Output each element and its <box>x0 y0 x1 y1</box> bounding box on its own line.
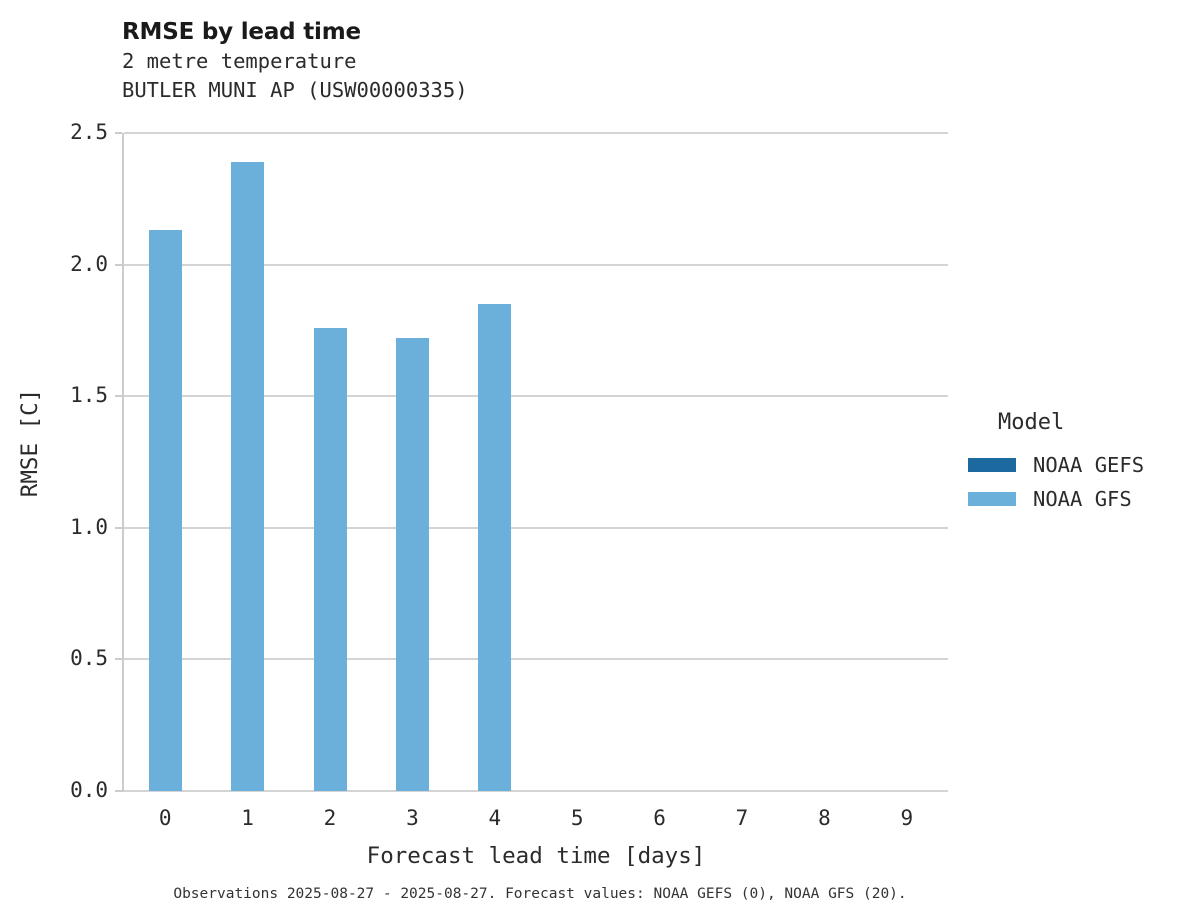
bar <box>395 338 429 791</box>
x-axis-tick-label: 4 <box>488 806 502 830</box>
gridline <box>124 790 948 792</box>
bar <box>231 161 265 791</box>
x-axis-label: Forecast lead time [days] <box>366 843 706 869</box>
x-axis-tick-label: 0 <box>158 806 172 830</box>
y-axis-tick-mark <box>115 132 122 134</box>
x-axis-tick-label: 8 <box>818 806 831 830</box>
legend-entry-label: NOAA GEFS <box>1033 453 1145 477</box>
legend-entry[interactable]: NOAA GEFS <box>968 448 1180 482</box>
x-axis-tick-label: 2 <box>323 806 337 830</box>
gridline <box>124 526 948 529</box>
legend-title: Model <box>998 410 1065 435</box>
gridline <box>124 658 948 661</box>
y-axis-tick-mark <box>115 526 122 529</box>
chart-header: RMSE by lead time 2 metre temperature BU… <box>122 18 942 104</box>
y-axis-tick-label: 2.5 <box>70 120 108 144</box>
x-axis-tick-label: 7 <box>735 806 749 830</box>
y-axis-label: RMSE [C] <box>17 388 43 498</box>
y-axis-tick-mark <box>115 790 122 792</box>
legend-color-swatch <box>968 458 1016 472</box>
y-axis-spine <box>122 133 124 792</box>
legend-entries: NOAA GEFS NOAA GFS <box>968 448 1180 516</box>
legend: Model NOAA GEFS NOAA GFS <box>968 410 1180 516</box>
x-axis-tick-label: 6 <box>653 806 666 830</box>
y-axis-tick-label: 1.0 <box>70 514 108 539</box>
legend-entry[interactable]: NOAA GFS <box>968 482 1180 516</box>
legend-entry-label: NOAA GFS <box>1033 487 1132 511</box>
chart-footnote: Observations 2025-08-27 - 2025-08-27. Fo… <box>173 886 907 902</box>
gridline <box>124 263 948 266</box>
bar <box>148 230 182 791</box>
bar <box>313 327 347 791</box>
y-axis-tick-label: 0.0 <box>70 778 108 802</box>
page-title: RMSE by lead time <box>122 19 361 45</box>
plot-area <box>124 132 948 792</box>
legend-color-swatch <box>968 492 1016 506</box>
chart-subtitle-variable: 2 metre temperature <box>122 49 357 73</box>
y-axis-tick-labels: 0.0 0.5 1.0 1.5 2.0 2.5 <box>0 0 122 924</box>
y-axis-tick-label: 2.0 <box>70 251 108 276</box>
x-axis-tick-label: 9 <box>900 806 914 830</box>
x-axis-tick-label: 3 <box>406 806 419 830</box>
x-axis-tick-label: 5 <box>570 806 584 830</box>
y-axis-tick-mark <box>115 658 122 661</box>
chart-subtitle-station: BUTLER MUNI AP (USW00000335) <box>122 77 468 102</box>
y-axis-tick-mark <box>115 395 122 398</box>
bar <box>478 304 512 791</box>
y-axis-tick-label: 1.5 <box>70 383 108 408</box>
gridline <box>124 395 948 398</box>
y-axis-tick-mark <box>115 263 122 266</box>
gridline <box>124 132 948 134</box>
y-axis-tick-label: 0.5 <box>70 646 108 671</box>
x-axis-tick-label: 1 <box>241 806 254 830</box>
